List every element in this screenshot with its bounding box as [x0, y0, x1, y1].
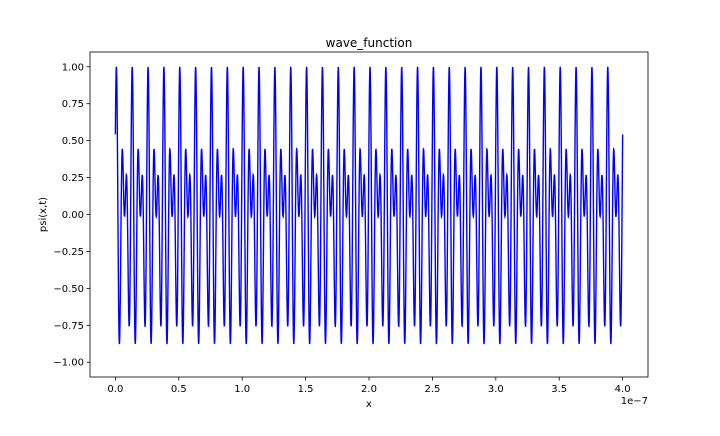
y-tick-label: 0.25 — [62, 173, 84, 184]
y-axis-ticks: −1.00 −0.75 −0.50 −0.25 0.00 0.25 0.50 0.75 1.00 — [53, 62, 90, 369]
x-axis-ticks: 0.0 0.5 1.0 1.5 2.0 2.5 3.0 3.5 4.0 — [107, 377, 631, 395]
x-tick-label: 2.5 — [424, 384, 440, 395]
x-tick-label: 0.0 — [107, 384, 123, 395]
x-tick-label: 1.5 — [298, 384, 314, 395]
y-tick-label: 1.00 — [62, 62, 84, 73]
y-axis-label: psi(x,t) — [38, 197, 49, 232]
x-tick-label: 3.5 — [551, 384, 567, 395]
y-tick-label: −0.50 — [53, 284, 84, 295]
y-tick-label: −1.00 — [53, 358, 84, 369]
x-tick-label: 3.0 — [488, 384, 504, 395]
x-axis-offset-text: 1e−7 — [621, 396, 648, 407]
y-tick-label: 0.75 — [62, 99, 84, 110]
y-tick-label: 0.50 — [62, 136, 84, 147]
y-tick-label: 0.00 — [62, 210, 84, 221]
x-tick-label: 0.5 — [171, 384, 187, 395]
x-tick-label: 2.0 — [361, 384, 377, 395]
x-tick-label: 1.0 — [234, 384, 250, 395]
y-tick-label: −0.75 — [53, 321, 84, 332]
y-tick-label: −0.25 — [53, 247, 84, 258]
chart-title: wave_function — [326, 36, 413, 50]
wave-series-line — [114, 66, 624, 345]
x-tick-label: 4.0 — [615, 384, 631, 395]
x-axis-label: x — [366, 399, 372, 410]
